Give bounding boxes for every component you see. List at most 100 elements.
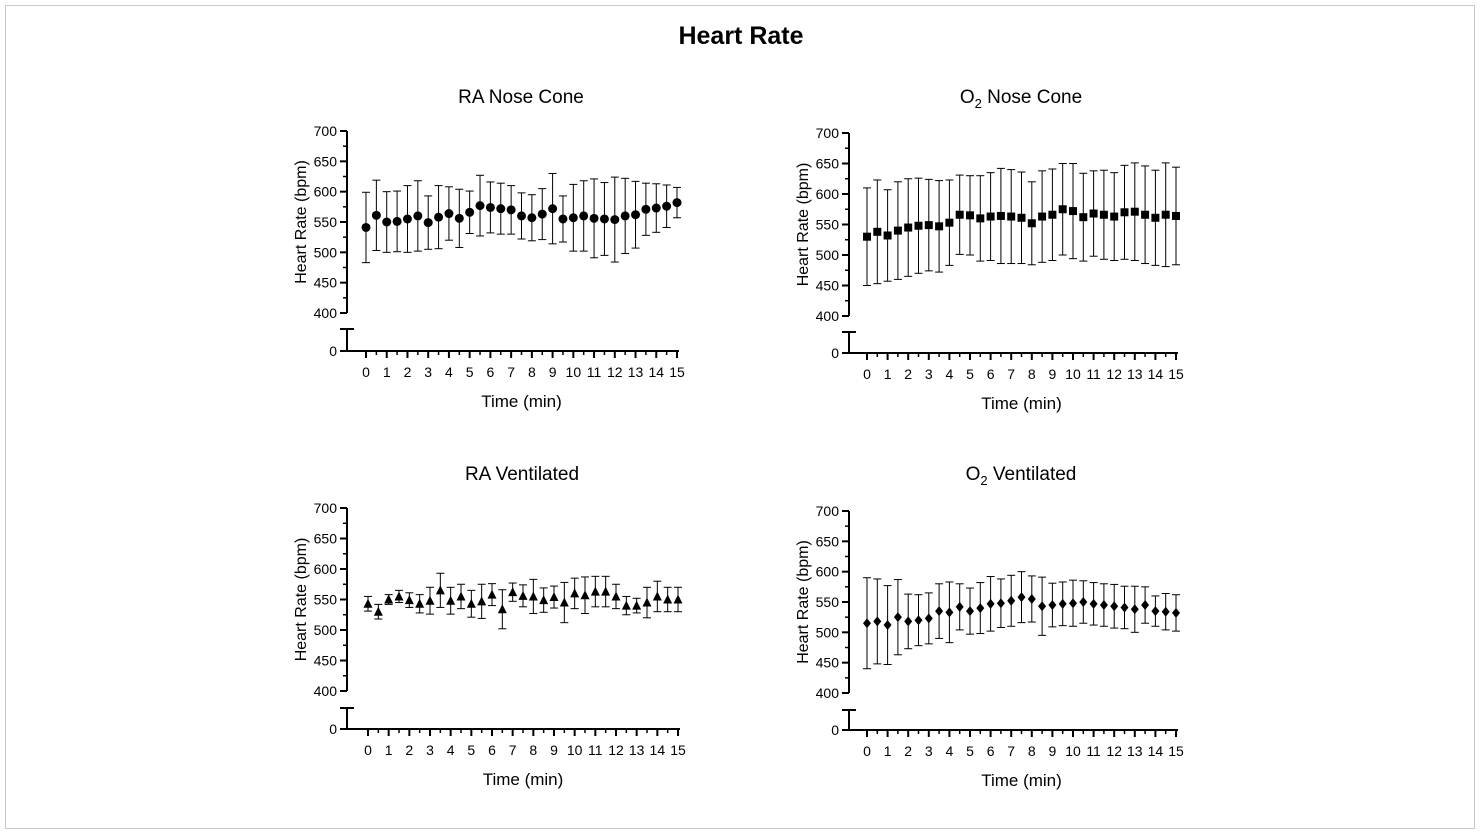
x-tick-label: 0: [863, 366, 871, 382]
marker-diamond: [1151, 606, 1160, 617]
y-tick-label: 700: [816, 125, 840, 141]
y-axis-label: Heart Rate (bpm): [795, 163, 812, 287]
data-point: [611, 583, 621, 610]
marker-triangle: [549, 592, 559, 602]
marker-square: [1007, 212, 1016, 221]
x-tick-label: 0: [364, 742, 372, 758]
marker-diamond: [966, 606, 974, 617]
y-tick-label: 700: [816, 503, 840, 519]
marker-triangle: [663, 594, 673, 604]
data-point: [570, 577, 580, 610]
y-tick-label: 550: [816, 594, 840, 610]
x-tick-label: 9: [1049, 743, 1057, 759]
data-point: [955, 583, 964, 631]
marker-triangle: [528, 591, 538, 601]
marker-triangle: [590, 586, 600, 596]
chart-title: O2 Nose Cone: [960, 87, 1082, 111]
x-tick-label: 8: [1028, 366, 1036, 382]
marker-circle: [434, 212, 444, 222]
marker-triangle: [518, 590, 528, 600]
marker-triangle: [477, 596, 487, 606]
data-point: [496, 182, 506, 235]
x-tick-label: 4: [445, 364, 453, 380]
marker-square: [1099, 210, 1108, 219]
marker-square: [1048, 210, 1057, 219]
marker-triangle: [435, 585, 445, 595]
marker-circle: [496, 204, 506, 214]
data-point: [1017, 571, 1026, 624]
marker-circle: [579, 211, 589, 221]
data-point: [1172, 594, 1180, 632]
figure-title: Heart Rate: [678, 22, 804, 50]
marker-square: [966, 211, 974, 220]
x-tick-label: 15: [1168, 743, 1184, 759]
x-tick-label: 5: [466, 364, 474, 380]
data-point: [863, 577, 871, 670]
data-point: [1058, 163, 1067, 256]
data-point: [1089, 170, 1098, 257]
data-point: [1079, 580, 1088, 624]
data-point: [873, 578, 882, 665]
x-tick-label: 2: [904, 366, 912, 382]
marker-square: [1017, 213, 1026, 222]
data-point: [434, 185, 444, 250]
marker-square: [893, 226, 902, 235]
data-point: [1120, 164, 1129, 260]
marker-square: [935, 222, 944, 231]
y-tick-label: 500: [816, 624, 840, 640]
marker-square: [1120, 208, 1129, 217]
data-point: [1141, 165, 1150, 265]
marker-diamond: [1017, 592, 1026, 603]
marker-square: [945, 218, 954, 227]
x-tick-label: 9: [1049, 366, 1057, 382]
marker-diamond: [1089, 598, 1098, 609]
data-point: [599, 182, 609, 256]
marker-diamond: [883, 620, 892, 631]
data-point: [996, 167, 1005, 265]
y-tick-label: 0: [329, 721, 337, 737]
marker-diamond: [1058, 598, 1067, 609]
marker-square: [1151, 213, 1160, 222]
marker-square: [873, 227, 882, 236]
x-tick-label: 1: [385, 742, 393, 758]
marker-diamond: [893, 612, 902, 623]
marker-square: [1172, 211, 1180, 220]
chart-title-main: O: [966, 464, 981, 485]
chart-title: RA Nose Cone: [458, 87, 584, 108]
marker-circle: [672, 198, 682, 208]
x-tick-label: 11: [1086, 366, 1101, 382]
marker-circle: [371, 210, 381, 220]
marker-square: [883, 231, 892, 240]
data-point: [1038, 170, 1047, 263]
marker-triangle: [425, 595, 435, 605]
data-point: [673, 586, 683, 613]
marker-triangle: [611, 591, 621, 601]
marker-diamond: [924, 613, 933, 624]
data-point: [1027, 575, 1036, 623]
data-point: [1161, 162, 1170, 268]
x-tick-label: 1: [383, 364, 391, 380]
y-tick-label: 450: [816, 655, 840, 671]
y-axis-label: Heart Rate (bpm): [795, 540, 812, 664]
marker-diamond: [1048, 600, 1057, 611]
marker-diamond: [1007, 595, 1016, 606]
marker-square: [904, 223, 913, 232]
data-point: [945, 581, 954, 644]
marker-triangle: [487, 589, 497, 599]
x-tick-label: 7: [507, 364, 515, 380]
data-point: [924, 178, 933, 272]
marker-circle: [506, 205, 516, 215]
marker-triangle: [497, 604, 507, 614]
marker-circle: [537, 209, 547, 219]
x-tick-label: 3: [925, 743, 933, 759]
x-tick-label: 0: [863, 743, 871, 759]
data-point: [435, 572, 445, 608]
data-point: [986, 172, 995, 261]
data-point: [924, 592, 933, 645]
chart-title-subscript: 2: [980, 473, 987, 488]
x-axis-label: Time (min): [483, 770, 564, 789]
data-point: [392, 190, 402, 253]
marker-triangle: [415, 598, 425, 608]
marker-triangle: [642, 597, 652, 607]
marker-diamond: [996, 598, 1005, 609]
